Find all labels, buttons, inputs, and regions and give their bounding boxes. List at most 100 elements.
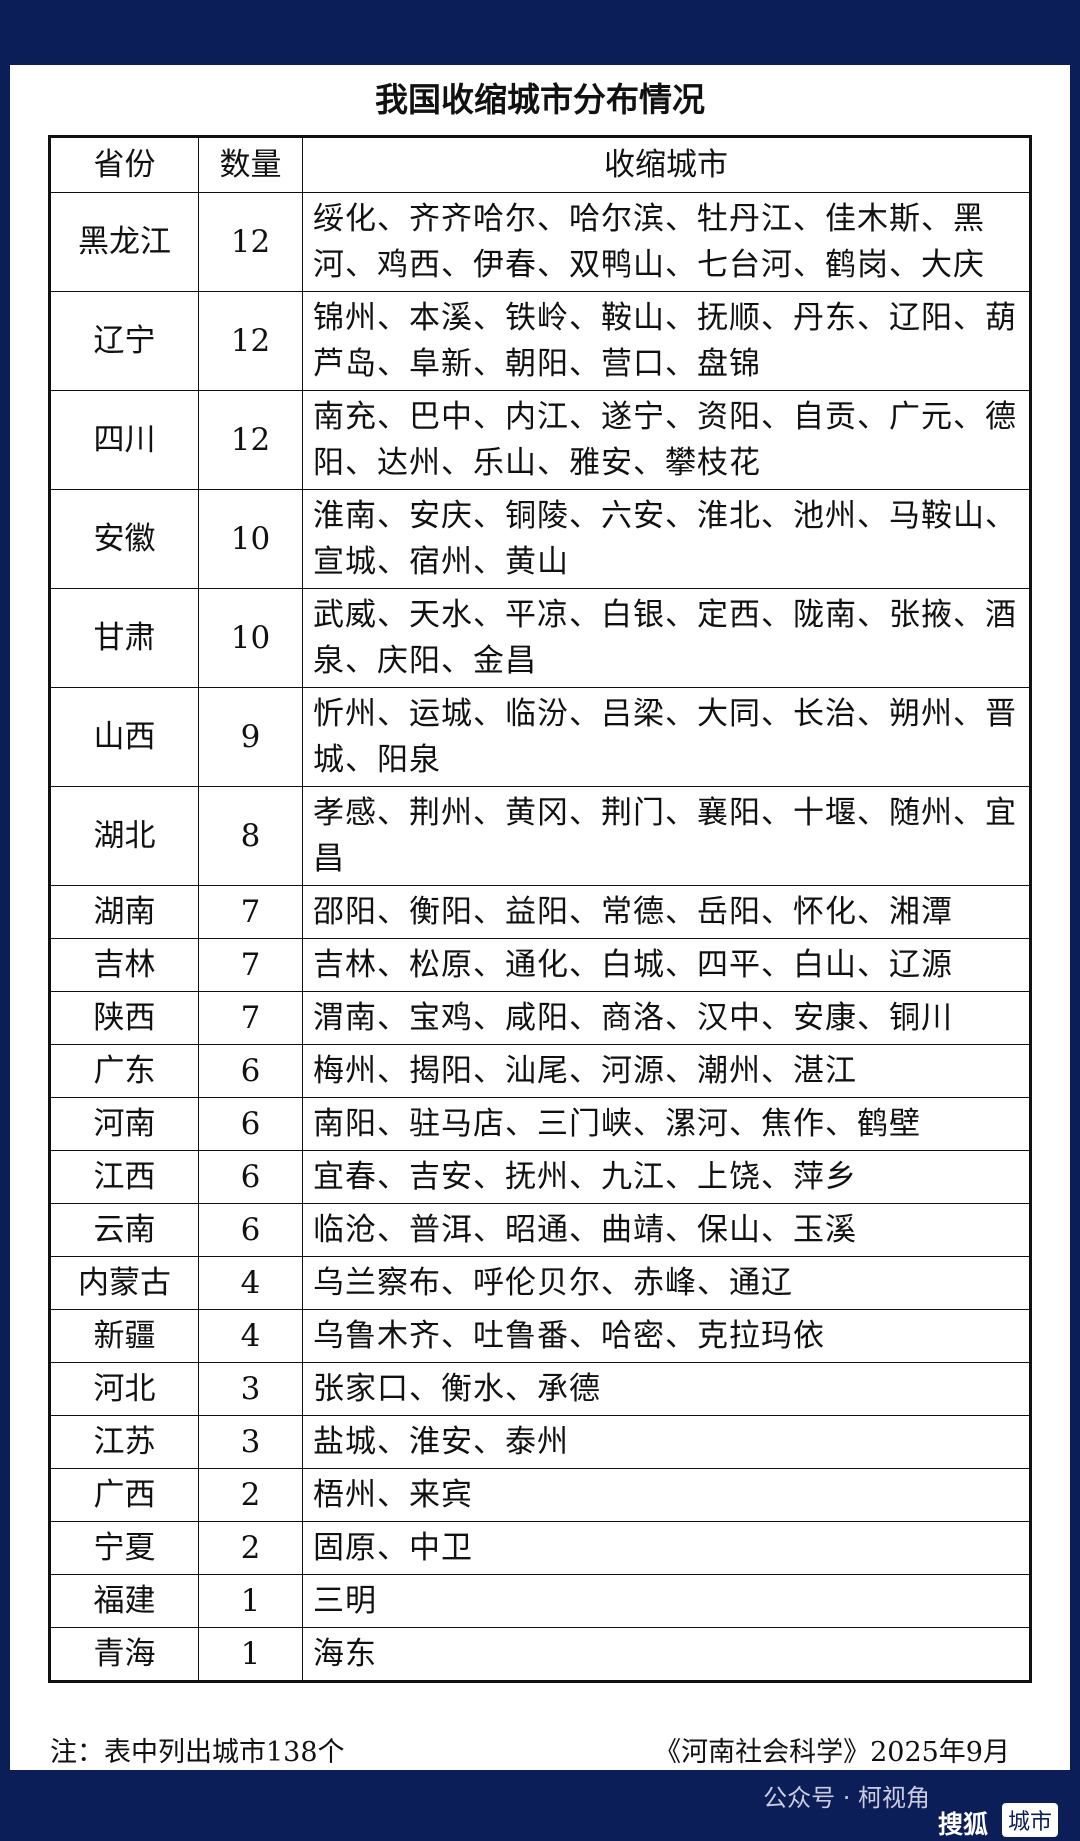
table-cell: 梧州、来宾 <box>302 1468 1031 1522</box>
table-row: 江苏 3 盐城、淮安、泰州 <box>49 1415 1031 1469</box>
table-cell: 宁夏 <box>49 1521 199 1575</box>
table-cell: 江西 <box>49 1150 199 1204</box>
table-cell: 云南 <box>49 1203 199 1257</box>
table-cell: 南充、巴中、内江、遂宁、资阳、自贡、广元、德阳、达州、乐山、雅安、攀枝花 <box>302 390 1031 490</box>
table-cell: 淮南、安庆、铜陵、六安、淮北、池州、马鞍山、宣城、宿州、黄山 <box>302 489 1031 589</box>
table-cell: 6 <box>198 1044 303 1098</box>
table-cell: 吉林、松原、通化、白城、四平、白山、辽源 <box>302 938 1031 992</box>
watermark-account: 公众号 · 柯视角 <box>763 1784 930 1812</box>
header-cell: 数量 <box>198 136 303 193</box>
table-cell: 黑龙江 <box>49 192 199 292</box>
table-cell: 8 <box>198 786 303 886</box>
table-cell: 12 <box>198 390 303 490</box>
table-cell: 武威、天水、平凉、白银、定西、陇南、张掖、酒泉、庆阳、金昌 <box>302 588 1031 688</box>
table-cell: 盐城、淮安、泰州 <box>302 1415 1031 1469</box>
table-cell: 7 <box>198 991 303 1045</box>
table-row: 山西 9 忻州、运城、临汾、吕梁、大同、长治、朔州、晋城、阳泉 <box>49 687 1031 787</box>
table-cell: 7 <box>198 938 303 992</box>
table-cell: 6 <box>198 1203 303 1257</box>
table-cell: 3 <box>198 1415 303 1469</box>
table-cell: 四川 <box>49 390 199 490</box>
table-row: 青海 1 海东 <box>49 1627 1031 1682</box>
table-cell: 2 <box>198 1468 303 1522</box>
table-row: 内蒙古 4 乌兰察布、呼伦贝尔、赤峰、通辽 <box>49 1256 1031 1310</box>
table-cell: 江苏 <box>49 1415 199 1469</box>
table-row: 广西 2 梧州、来宾 <box>49 1468 1031 1522</box>
table-row: 四川 12 南充、巴中、内江、遂宁、资阳、自贡、广元、德阳、达州、乐山、雅安、攀枝花 <box>49 390 1031 490</box>
table-cell: 绥化、齐齐哈尔、哈尔滨、牡丹江、佳木斯、黑河、鸡西、伊春、双鸭山、七台河、鹤岗、… <box>302 192 1031 292</box>
header-cell: 省份 <box>49 136 199 193</box>
table-cell: 陕西 <box>49 991 199 1045</box>
table-cell: 乌鲁木齐、吐鲁番、哈密、克拉玛依 <box>302 1309 1031 1363</box>
table: 省份 数量 收缩城市 黑龙江 12 绥化、齐齐哈尔、哈尔滨、牡丹江、佳木斯、黑河、鸡西、… <box>48 135 1032 1683</box>
table-row: 新疆 4 乌鲁木齐、吐鲁番、哈密、克拉玛依 <box>49 1309 1031 1363</box>
table-cell: 6 <box>198 1150 303 1204</box>
table-cell: 4 <box>198 1256 303 1310</box>
table-cell: 广东 <box>49 1044 199 1098</box>
table-cell: 福建 <box>49 1574 199 1628</box>
table-cell: 梅州、揭阳、汕尾、河源、潮州、湛江 <box>302 1044 1031 1098</box>
table-row: 辽宁 12 锦州、本溪、铁岭、鞍山、抚顺、丹东、辽阳、葫芦岛、阜新、朝阳、营口、盘锦 <box>49 291 1031 391</box>
table-cell: 三明 <box>302 1574 1031 1628</box>
table-cell: 锦州、本溪、铁岭、鞍山、抚顺、丹东、辽阳、葫芦岛、阜新、朝阳、营口、盘锦 <box>302 291 1031 391</box>
table-cell: 10 <box>198 489 303 589</box>
table-cell: 邵阳、衡阳、益阳、常德、岳阳、怀化、湘潭 <box>302 885 1031 939</box>
table-cell: 12 <box>198 192 303 292</box>
header-cell: 收缩城市 <box>302 136 1031 193</box>
table-body: 黑龙江 12 绥化、齐齐哈尔、哈尔滨、牡丹江、佳木斯、黑河、鸡西、伊春、双鸭山、七台… <box>49 192 1031 1682</box>
table-row: 湖北 8 孝感、荆州、黄冈、荆门、襄阳、十堰、随州、宜昌 <box>49 786 1031 886</box>
panel: 我国收缩城市分布情况 省份 数量 收缩城市 黑龙江 12 绥化、齐齐哈尔、哈尔滨、牡丹江… <box>10 65 1070 1770</box>
table-row: 黑龙江 12 绥化、齐齐哈尔、哈尔滨、牡丹江、佳木斯、黑河、鸡西、伊春、双鸭山、七台… <box>49 192 1031 292</box>
table-cell: 湖北 <box>49 786 199 886</box>
table-cell: 6 <box>198 1097 303 1151</box>
watermark-channel: 城市 <box>1001 1803 1058 1837</box>
table-cell: 吉林 <box>49 938 199 992</box>
table-cell: 青海 <box>49 1627 199 1682</box>
table-cell: 内蒙古 <box>49 1256 199 1310</box>
table-cell: 甘肃 <box>49 588 199 688</box>
table-cell: 固原、中卫 <box>302 1521 1031 1575</box>
header-row: 省份 数量 收缩城市 <box>49 136 1031 193</box>
table-cell: 南阳、驻马店、三门峡、漯河、焦作、鹤壁 <box>302 1097 1031 1151</box>
table-cell: 孝感、荆州、黄冈、荆门、襄阳、十堰、随州、宜昌 <box>302 786 1031 886</box>
table-row: 福建 1 三明 <box>49 1574 1031 1628</box>
table-cell: 9 <box>198 687 303 787</box>
table-cell: 乌兰察布、呼伦贝尔、赤峰、通辽 <box>302 1256 1031 1310</box>
table-row: 河南 6 南阳、驻马店、三门峡、漯河、焦作、鹤壁 <box>49 1097 1031 1151</box>
table-row: 云南 6 临沧、普洱、昭通、曲靖、保山、玉溪 <box>49 1203 1031 1257</box>
table-cell: 2 <box>198 1521 303 1575</box>
table-cell: 湖南 <box>49 885 199 939</box>
table-cell: 张家口、衡水、承德 <box>302 1362 1031 1416</box>
table-cell: 7 <box>198 885 303 939</box>
table-cell: 3 <box>198 1362 303 1416</box>
table-cell: 安徽 <box>49 489 199 589</box>
table-cell: 河南 <box>49 1097 199 1151</box>
table-cell: 12 <box>198 291 303 391</box>
watermark-brand: 搜狐 <box>937 1810 988 1839</box>
table-cell: 辽宁 <box>49 291 199 391</box>
table-row: 宁夏 2 固原、中卫 <box>49 1521 1031 1575</box>
table-cell: 新疆 <box>49 1309 199 1363</box>
table-cell: 山西 <box>49 687 199 787</box>
table-cell: 临沧、普洱、昭通、曲靖、保山、玉溪 <box>302 1203 1031 1257</box>
table-cell: 广西 <box>49 1468 199 1522</box>
table-row: 陕西 7 渭南、宝鸡、咸阳、商洛、汉中、安康、铜川 <box>49 991 1031 1045</box>
table-row: 吉林 7 吉林、松原、通化、白城、四平、白山、辽源 <box>49 938 1031 992</box>
table-cell: 海东 <box>302 1627 1031 1682</box>
table-cell: 宜春、吉安、抚州、九江、上饶、萍乡 <box>302 1150 1031 1204</box>
table-cell: 10 <box>198 588 303 688</box>
table-cell: 河北 <box>49 1362 199 1416</box>
table-row: 江西 6 宜春、吉安、抚州、九江、上饶、萍乡 <box>49 1150 1031 1204</box>
source: 《河南社会科学》2025年9月 <box>654 1737 1010 1768</box>
table-row: 安徽 10 淮南、安庆、铜陵、六安、淮北、池州、马鞍山、宣城、宿州、黄山 <box>49 489 1031 589</box>
table-row: 湖南 7 邵阳、衡阳、益阳、常德、岳阳、怀化、湘潭 <box>49 885 1031 939</box>
table-cell: 1 <box>198 1574 303 1628</box>
table-row: 河北 3 张家口、衡水、承德 <box>49 1362 1031 1416</box>
table-row: 甘肃 10 武威、天水、平凉、白银、定西、陇南、张掖、酒泉、庆阳、金昌 <box>49 588 1031 688</box>
table-row: 广东 6 梅州、揭阳、汕尾、河源、潮州、湛江 <box>49 1044 1031 1098</box>
table-cell: 渭南、宝鸡、咸阳、商洛、汉中、安康、铜川 <box>302 991 1031 1045</box>
table-cell: 忻州、运城、临汾、吕梁、大同、长治、朔州、晋城、阳泉 <box>302 687 1031 787</box>
table-cell: 1 <box>198 1627 303 1682</box>
table-cell: 4 <box>198 1309 303 1363</box>
